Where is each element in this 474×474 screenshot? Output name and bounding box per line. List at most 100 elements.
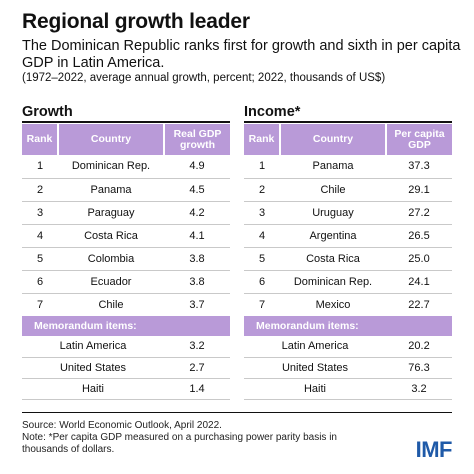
income-col-rank: Rank xyxy=(244,124,281,155)
income-memo-cell: Haiti xyxy=(244,378,386,400)
growth-table-cell: 4.1 xyxy=(164,224,230,248)
footer-rule xyxy=(22,412,452,413)
income-memo-row: United States 76.3 xyxy=(244,357,452,379)
growth-table-cell: 3.7 xyxy=(164,293,230,317)
growth-table-cell: 7 xyxy=(22,293,58,317)
income-table-cell: Uruguay xyxy=(280,201,386,225)
income-table-cell: 6 xyxy=(244,270,280,294)
growth-table-row: 1 Dominican Rep. 4.9 xyxy=(22,155,230,179)
growth-table-cell: 1 xyxy=(22,155,58,179)
income-memo-cell: 20.2 xyxy=(386,336,452,358)
income-memo-cell: Latin America xyxy=(244,336,386,358)
income-table-row: 7 Mexico 22.7 xyxy=(244,293,452,317)
income-table-row: 4 Argentina 26.5 xyxy=(244,224,452,248)
growth-memo-cell: United States xyxy=(22,357,164,379)
income-table-cell: 24.1 xyxy=(386,270,452,294)
growth-table-row: 6 Ecuador 3.8 xyxy=(22,270,230,294)
income-table-cell: 1 xyxy=(244,155,280,179)
page-subtitle: The Dominican Republic ranks first for g… xyxy=(22,38,461,71)
growth-table-cell: 2 xyxy=(22,178,58,202)
income-table-cell: Costa Rica xyxy=(280,247,386,271)
growth-table-cell: Paraguay xyxy=(58,201,164,225)
income-memo-row: Latin America 20.2 xyxy=(244,336,452,358)
growth-memo-cell: Latin America xyxy=(22,336,164,358)
growth-memo-cell: 1.4 xyxy=(164,378,230,400)
growth-table-cell: Chile xyxy=(58,293,164,317)
growth-table-row: 5 Colombia 3.8 xyxy=(22,247,230,271)
income-table-row: 2 Chile 29.1 xyxy=(244,178,452,202)
source-note: Source: World Economic Outlook, April 20… xyxy=(22,420,222,431)
growth-table-cell: 6 xyxy=(22,270,58,294)
income-table-row: 3 Uruguay 27.2 xyxy=(244,201,452,225)
income-table-cell: 29.1 xyxy=(386,178,452,202)
growth-memo-row: Haiti 1.4 xyxy=(22,378,230,400)
income-memo-cell: 3.2 xyxy=(386,378,452,400)
income-header-row: Rank Country Per capita GDP xyxy=(244,124,452,155)
growth-table-row: 7 Chile 3.7 xyxy=(22,293,230,317)
growth-memo-cell: Haiti xyxy=(22,378,164,400)
income-memo-row: Haiti 3.2 xyxy=(244,378,452,400)
income-table-row: 1 Panama 37.3 xyxy=(244,155,452,179)
units-note: (1972–2022, average annual growth, perce… xyxy=(22,72,386,84)
growth-col-value: Real GDP growth xyxy=(164,124,230,155)
income-section-title: Income* xyxy=(244,104,301,120)
growth-memo-header: Memorandum items: xyxy=(22,316,230,336)
growth-memo-cell: 2.7 xyxy=(164,357,230,379)
income-memo-cell: United States xyxy=(244,357,386,379)
income-table-cell: 3 xyxy=(244,201,280,225)
growth-table-row: 2 Panama 4.5 xyxy=(22,178,230,202)
growth-table-row: 4 Costa Rica 4.1 xyxy=(22,224,230,248)
income-table-cell: 22.7 xyxy=(386,293,452,317)
income-table: Rank Country Per capita GDP 1 Panama 37.3 2… xyxy=(244,124,452,317)
footnote: Note: *Per capita GDP measured on a purc… xyxy=(22,432,337,455)
growth-table-cell: 4.5 xyxy=(164,178,230,202)
income-table-cell: 27.2 xyxy=(386,201,452,225)
growth-memo-title: Memorandum items: xyxy=(22,316,230,336)
growth-header-row: Rank Country Real GDP growth xyxy=(22,124,230,155)
income-table-cell: Dominican Rep. xyxy=(280,270,386,294)
income-table-cell: 37.3 xyxy=(386,155,452,179)
income-col-value: Per capita GDP xyxy=(386,124,452,155)
growth-table-row: 3 Paraguay 4.2 xyxy=(22,201,230,225)
imf-logo: IMF xyxy=(415,437,453,462)
growth-table-cell: Dominican Rep. xyxy=(58,155,164,179)
income-table-cell: Argentina xyxy=(280,224,386,248)
growth-memo-row: Latin America 3.2 xyxy=(22,336,230,358)
income-table-row: 6 Dominican Rep. 24.1 xyxy=(244,270,452,294)
growth-table-cell: Costa Rica xyxy=(58,224,164,248)
growth-col-country: Country xyxy=(58,124,165,155)
income-memo-cell: 76.3 xyxy=(386,357,452,379)
growth-table-cell: 3 xyxy=(22,201,58,225)
growth-table-cell: Colombia xyxy=(58,247,164,271)
growth-top-rule xyxy=(22,121,230,123)
growth-table-cell: 4.9 xyxy=(164,155,230,179)
growth-section-title: Growth xyxy=(22,104,73,120)
income-table-cell: Panama xyxy=(280,155,386,179)
income-table-cell: 2 xyxy=(244,178,280,202)
growth-table: Rank Country Real GDP growth 1 Dominican … xyxy=(22,124,230,317)
income-memo-title: Memorandum items: xyxy=(244,316,452,336)
income-table-cell: 4 xyxy=(244,224,280,248)
growth-memo-table: Memorandum items: Latin America 3.2 United… xyxy=(22,316,230,400)
income-table-cell: Mexico xyxy=(280,293,386,317)
income-top-rule xyxy=(244,121,452,123)
income-table-cell: 25.0 xyxy=(386,247,452,271)
income-col-country: Country xyxy=(280,124,387,155)
page-title: Regional growth leader xyxy=(22,10,250,33)
growth-table-cell: 3.8 xyxy=(164,247,230,271)
income-table-cell: 5 xyxy=(244,247,280,271)
income-memo-table: Memorandum items: Latin America 20.2 Unite… xyxy=(244,316,452,400)
income-table-cell: 26.5 xyxy=(386,224,452,248)
growth-table-cell: 4.2 xyxy=(164,201,230,225)
growth-table-cell: 3.8 xyxy=(164,270,230,294)
income-table-cell: 7 xyxy=(244,293,280,317)
growth-table-cell: Ecuador xyxy=(58,270,164,294)
growth-memo-row: United States 2.7 xyxy=(22,357,230,379)
growth-memo-cell: 3.2 xyxy=(164,336,230,358)
growth-table-cell: 4 xyxy=(22,224,58,248)
growth-col-rank: Rank xyxy=(22,124,59,155)
income-table-cell: Chile xyxy=(280,178,386,202)
income-table-row: 5 Costa Rica 25.0 xyxy=(244,247,452,271)
growth-table-cell: 5 xyxy=(22,247,58,271)
